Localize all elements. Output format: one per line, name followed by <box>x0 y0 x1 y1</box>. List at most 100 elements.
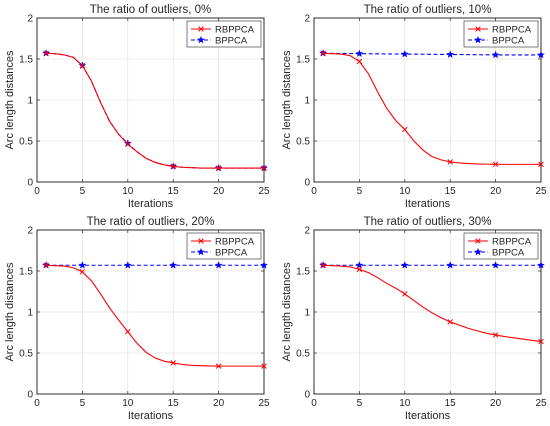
x-axis-label: Iterations <box>128 410 174 422</box>
x-tick-label: 25 <box>258 186 270 197</box>
data-point-x-marker <box>79 269 86 275</box>
y-axis-label: Arc length distances <box>4 262 16 362</box>
data-point-x-marker <box>79 62 86 69</box>
data-point-star-marker <box>537 261 545 269</box>
x-tick-label: 5 <box>80 398 86 409</box>
data-point-star-marker <box>355 261 364 269</box>
x-tick-label: 25 <box>535 398 547 409</box>
data-point-star-marker <box>123 261 132 269</box>
x-tick-label: 15 <box>168 398 180 409</box>
data-point-x-marker <box>43 262 49 269</box>
y-tick-label: 1 <box>27 96 33 107</box>
y-tick-label: 2 <box>304 226 310 237</box>
y-tick-label: 0 <box>304 178 310 189</box>
chart-panel-2: 0 5 10 15 20 25 0 0.5 1 1.5 2 The ratio of outliers… <box>281 4 547 210</box>
x-tick-label: 10 <box>122 186 134 197</box>
data-point-x-marker <box>125 141 131 148</box>
y-tick-label: 1.5 <box>296 267 310 278</box>
data-point-x-marker <box>170 163 176 170</box>
y-tick-label: 2 <box>304 14 310 25</box>
legend-label-bppca: BPPCA <box>492 36 525 47</box>
y-axis-label: Arc length distances <box>281 262 293 362</box>
data-point-x-marker <box>492 161 499 168</box>
data-point-star-marker <box>537 50 545 59</box>
legend-label-rbppca: RBPPCA <box>492 237 532 248</box>
y-tick-label: 0.5 <box>19 349 33 360</box>
legend-label-bppca: BPPCA <box>492 248 525 259</box>
x-tick-label: 0 <box>34 398 40 409</box>
data-point-star-marker <box>260 261 268 269</box>
x-tick-label: 0 <box>34 186 40 197</box>
x-tick-label: 15 <box>168 186 180 197</box>
y-tick-label: 0 <box>304 390 310 401</box>
data-point-x-marker <box>475 238 481 244</box>
series-rbppca <box>43 50 267 171</box>
chart-title: The ratio of outliers, 20% <box>87 216 215 228</box>
y-tick-label: 2 <box>27 14 33 25</box>
data-point-x-marker <box>402 291 408 297</box>
data-point-x-marker <box>492 332 499 338</box>
y-tick-label: 1 <box>304 308 310 319</box>
data-point-x-marker <box>125 328 131 335</box>
x-tick-label: 20 <box>213 186 225 197</box>
data-point-star-marker <box>197 35 205 44</box>
data-point-x-marker <box>261 363 267 369</box>
data-point-x-marker <box>538 161 544 168</box>
data-point-star-marker <box>491 261 500 269</box>
data-point-x-marker <box>198 26 204 32</box>
y-tick-label: 1.5 <box>296 55 310 66</box>
data-point-x-marker <box>43 50 49 57</box>
chart-title: The ratio of outliers, 30% <box>364 216 492 228</box>
data-point-star-marker <box>197 247 205 256</box>
y-axis-label: Arc length distances <box>281 50 293 150</box>
chart-panel-3: 0 5 10 15 20 25 0 0.5 1 1.5 2 The ratio of outliers… <box>4 216 270 422</box>
data-point-x-marker <box>198 238 204 244</box>
data-point-star-marker <box>400 261 409 269</box>
legend-label-rbppca: RBPPCA <box>215 237 255 248</box>
data-point-x-marker <box>215 165 222 171</box>
y-tick-label: 1.5 <box>19 267 33 278</box>
data-point-x-marker <box>402 126 408 133</box>
series-rbppca <box>320 262 544 345</box>
x-tick-label: 5 <box>357 186 363 197</box>
x-tick-label: 25 <box>258 398 270 409</box>
y-tick-label: 2 <box>27 226 33 237</box>
x-tick-label: 20 <box>490 186 502 197</box>
x-tick-label: 25 <box>535 186 547 197</box>
chart-panel-1: 0 5 10 15 20 25 0 0.5 1 1.5 2 The ratio of outliers… <box>4 4 270 210</box>
data-point-star-marker <box>491 50 500 59</box>
x-axis-label: Iterations <box>128 198 174 210</box>
chart-panel-4: 0 5 10 15 20 25 0 0.5 1 1.5 2 The ratio of outliers… <box>281 216 547 422</box>
data-point-star-marker <box>446 261 455 269</box>
data-point-star-marker <box>78 261 87 269</box>
x-tick-label: 0 <box>311 186 317 197</box>
chart-title: The ratio of outliers, 0% <box>90 4 211 16</box>
x-tick-label: 0 <box>311 398 317 409</box>
data-point-x-marker <box>475 26 481 32</box>
y-tick-label: 0.5 <box>296 137 310 148</box>
legend-label-bppca: BPPCA <box>215 248 248 259</box>
data-point-star-marker <box>474 247 482 256</box>
x-tick-label: 10 <box>399 186 411 197</box>
data-point-star-marker <box>474 35 482 44</box>
x-axis-label: Iterations <box>405 198 451 210</box>
x-tick-label: 20 <box>213 398 225 409</box>
x-tick-label: 20 <box>490 398 502 409</box>
y-tick-label: 1 <box>304 96 310 107</box>
legend-label-rbppca: RBPPCA <box>492 25 532 36</box>
x-tick-label: 15 <box>445 186 457 197</box>
y-tick-label: 1 <box>27 308 33 319</box>
chart-title: The ratio of outliers, 10% <box>364 4 492 16</box>
data-point-star-marker <box>355 49 364 58</box>
y-tick-label: 0 <box>27 178 33 189</box>
x-tick-label: 10 <box>399 398 411 409</box>
data-point-x-marker <box>538 338 544 345</box>
legend-label-bppca: BPPCA <box>215 36 248 47</box>
y-axis-label: Arc length distances <box>4 50 16 150</box>
data-point-x-marker <box>170 360 176 366</box>
